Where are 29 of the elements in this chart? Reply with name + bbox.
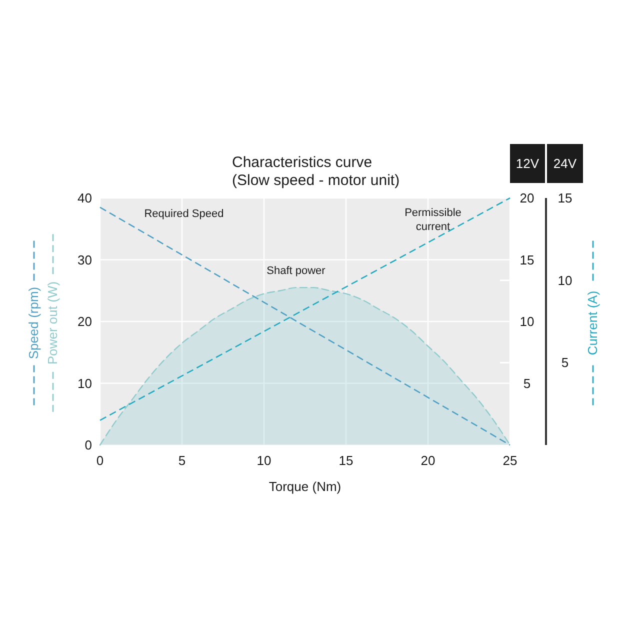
x-axis-title: Torque (Nm) xyxy=(268,479,342,494)
x-tick-label: 20 xyxy=(420,453,436,468)
text: Power out (W) xyxy=(45,281,60,365)
y2-axis-title: 12V xyxy=(516,156,540,171)
annotation: Shaft power xyxy=(266,265,326,277)
chart-subtitle: (Slow speed - motor unit) xyxy=(232,172,400,189)
y2-tick-label: 20 xyxy=(520,190,534,206)
y-tick-label: 20 xyxy=(78,314,92,329)
y3-tick-label: 15 xyxy=(558,190,572,206)
x-tick-label: 25 xyxy=(502,453,518,468)
annotation: Permissible current xyxy=(404,207,462,233)
y2-tick-label: 10 xyxy=(520,314,534,329)
x-tick-label: 15 xyxy=(338,453,354,468)
x-tick-label: 0 xyxy=(96,453,104,468)
y3-tick-label: 10 xyxy=(558,272,572,288)
y2-tick-label: 5 xyxy=(523,376,531,391)
annotation: Required Speed xyxy=(144,208,224,220)
y-tick-label: 0 xyxy=(84,438,92,452)
y-tick-label: 10 xyxy=(78,376,92,391)
y3-tick-label: 5 xyxy=(561,355,569,370)
y-tick-label: 30 xyxy=(78,252,92,268)
y-tick-label: 40 xyxy=(78,190,92,206)
y2-tick-label: 15 xyxy=(520,252,534,268)
text: Speed (rpm) xyxy=(26,286,41,360)
y3-axis-title: 24V xyxy=(553,156,577,171)
text: Current (A) xyxy=(585,290,600,356)
x-tick-label: 10 xyxy=(256,453,272,468)
chart-title: Characteristics curve xyxy=(232,154,372,171)
x-tick-label: 5 xyxy=(178,453,186,468)
